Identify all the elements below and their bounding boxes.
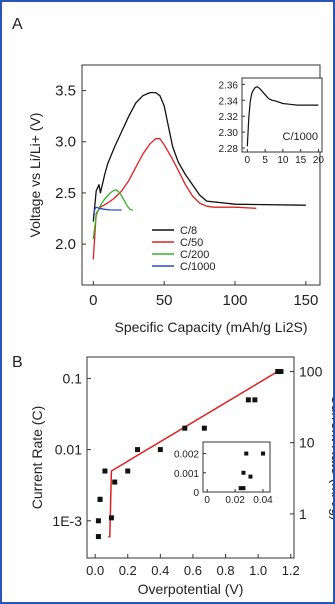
y-axis-label-a: Voltage vs Li/Li+ (V): [27, 113, 43, 238]
data-point: [108, 515, 114, 521]
data-point: [252, 397, 258, 403]
inset-a-label: C/1000: [283, 131, 318, 143]
plot-frame-b: [86, 356, 295, 559]
inset-a-y-tick-label: 2.30: [219, 128, 239, 139]
inset-a-y-tick-label: 2.28: [219, 144, 239, 155]
inset-a-x-tick-label: 5: [262, 155, 268, 166]
x-tick-label-b: 0.8: [217, 563, 235, 578]
inset-a-x-tick-label: 15: [295, 155, 307, 166]
data-point: [95, 534, 101, 540]
x-tick-label-b: 0.4: [151, 563, 169, 578]
data-point: [157, 447, 163, 453]
series-line-c-50: [92, 138, 257, 260]
inset-a-y-tick-label: 2.36: [219, 80, 239, 91]
x-tick-label-a: 100: [222, 292, 247, 309]
y2-tick-label-b: 100: [299, 364, 323, 380]
y-tick-label-a: 3.5: [55, 83, 76, 100]
x-tick-label-b: 0.2: [119, 563, 137, 578]
data-point: [97, 496, 103, 502]
inset-a-series-line: [246, 86, 319, 147]
series-line-c-1000: [92, 206, 122, 216]
data-point: [95, 518, 101, 524]
data-point: [245, 397, 251, 403]
y2-tick-label-b: 1: [299, 506, 307, 522]
inset-frame-b: [202, 441, 271, 493]
data-point: [201, 425, 207, 431]
inset-frame-a: [241, 77, 323, 153]
data-point: [275, 369, 281, 375]
panel-label-a: A: [12, 16, 23, 33]
panel-label-b: B: [12, 354, 23, 371]
x-tick-label-b: 1.2: [282, 563, 300, 578]
y-tick-label-b: 0.01: [55, 442, 82, 458]
y2-tick-label-b: 10: [299, 435, 315, 451]
inset-b-y-tick-label: 0.002: [174, 450, 199, 461]
data-point: [135, 447, 141, 453]
legend-label: C/8: [180, 225, 197, 237]
inset-b-point: [244, 451, 249, 456]
legend-label: C/200: [180, 249, 209, 261]
inset-b-point: [261, 451, 266, 456]
y-tick-label-a: 2.5: [55, 185, 76, 202]
inset-b-point: [238, 486, 243, 491]
inset-a-x-tick-label: 10: [277, 155, 289, 166]
y2-axis-label-b: Current Rate (mA/g): [329, 394, 333, 520]
data-point: [112, 479, 118, 485]
inset-a-y-tick-label: 2.32: [219, 112, 239, 123]
series-line-c-8: [92, 91, 306, 222]
data-point: [102, 468, 108, 474]
data-point: [278, 369, 284, 375]
x-tick-label-b: 1.0: [249, 563, 267, 578]
fit-line: [108, 370, 279, 538]
y-axis-label-b: Current Rate (C): [29, 406, 45, 509]
legend-label: C/50: [180, 237, 203, 249]
y-tick-label-b: 1E-3: [52, 513, 82, 529]
y-tick-label-a: 2.0: [55, 236, 76, 253]
inset-a-y-tick-label: 2.34: [219, 96, 239, 107]
inset-a-x-tick-label: 0: [245, 155, 251, 166]
x-tick-label-a: 0: [89, 292, 97, 309]
inset-b-x-tick-label: 0: [204, 495, 210, 506]
inset-b-point: [248, 474, 253, 479]
inset-b-point: [241, 470, 246, 475]
inset-b-x-tick-label: 0.04: [253, 495, 273, 506]
data-point: [125, 468, 131, 474]
x-tick-label-a: 50: [156, 292, 173, 309]
data-point: [182, 425, 188, 431]
inset-b-y-tick-label: 0.001: [174, 469, 199, 480]
series-line-c-200: [92, 189, 134, 240]
x-tick-label-b: 0.0: [86, 563, 104, 578]
inset-b-x-tick-label: 0.02: [225, 495, 245, 506]
inset-b-point: [241, 486, 246, 491]
x-axis-label-b: Overpotential (V): [138, 581, 244, 597]
inset-a-x-tick-label: 20: [313, 155, 325, 166]
x-axis-label-a: Specific Capacity (mAh/g Li2S): [115, 319, 308, 335]
y-tick-label-a: 3.0: [55, 134, 76, 151]
legend-label: C/1000: [180, 261, 215, 273]
inset-b-y-tick-label: 0: [193, 488, 199, 499]
x-tick-label-b: 0.6: [184, 563, 202, 578]
x-tick-label-a: 150: [293, 292, 318, 309]
y-tick-label-b: 0.1: [63, 370, 83, 386]
plot-frame-a: [81, 64, 321, 286]
